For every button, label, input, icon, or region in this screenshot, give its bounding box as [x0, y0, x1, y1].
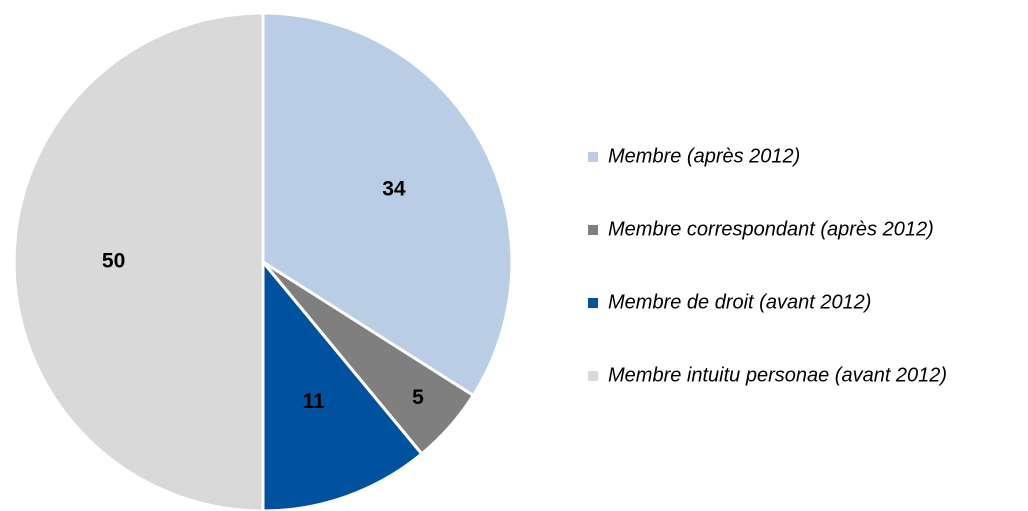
legend-swatch: [588, 298, 598, 308]
legend-label: Membre (après 2012): [608, 145, 800, 167]
legend-label: Membre intuitu personae (avant 2012): [608, 364, 947, 386]
legend-swatch: [588, 371, 598, 381]
data-label: 5: [412, 386, 424, 409]
data-label: 34: [382, 178, 406, 201]
pie-slice: [12, 11, 265, 511]
legend-label: Membre correspondant (après 2012): [608, 218, 934, 240]
data-label: 50: [102, 250, 125, 273]
data-label: 11: [303, 390, 326, 413]
legend-label: Membre de droit (avant 2012): [608, 291, 871, 313]
legend-swatch: [588, 152, 598, 162]
legend-swatch: [588, 225, 598, 235]
